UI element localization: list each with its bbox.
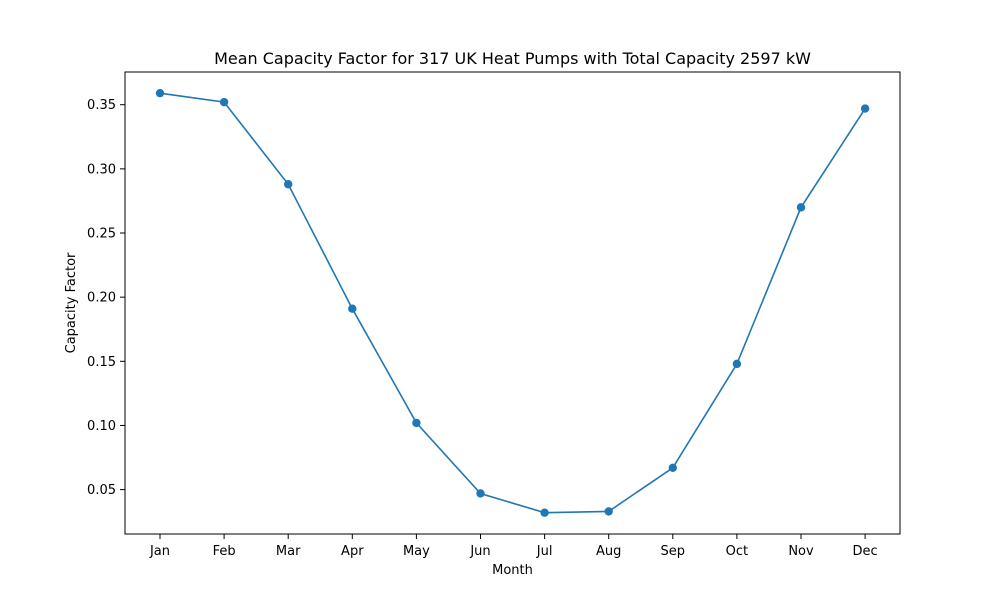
plot-area	[125, 72, 900, 534]
data-point-jun	[476, 489, 485, 498]
y-tick-label: 0.30	[87, 162, 116, 177]
data-point-jan	[155, 88, 165, 98]
x-tick-label: Nov	[788, 544, 814, 559]
plot-frame	[124, 71, 901, 535]
data-point-nov	[796, 203, 806, 212]
y-tick-label: 0.10	[87, 419, 116, 434]
data-point-may	[412, 418, 421, 428]
x-tick-label: Aug	[596, 544, 621, 559]
y-axis-label: Capacity Factor	[64, 252, 79, 353]
x-axis-label: Month	[492, 563, 533, 578]
data-point-dec	[860, 104, 870, 113]
x-tick-label: Sep	[661, 544, 686, 559]
x-tick-label: Apr	[341, 544, 364, 559]
y-axis-ticks: 0.05 0.10 0.15 0.20 0.25 0.30 0.35	[87, 98, 125, 498]
x-tick-label: Jan	[149, 544, 170, 559]
x-tick-label: Jun	[469, 544, 490, 559]
series-line	[159, 92, 866, 514]
data-point-feb	[219, 97, 229, 107]
x-tick-label: May	[403, 544, 430, 559]
chart-title: Mean Capacity Factor for 317 UK Heat Pum…	[214, 49, 811, 68]
data-point-apr	[348, 304, 357, 313]
y-tick-label: 0.05	[87, 483, 116, 498]
y-tick-label: 0.35	[87, 98, 116, 113]
y-tick-label: 0.25	[87, 227, 116, 242]
x-tick-label: Feb	[213, 544, 236, 559]
data-point-sep	[668, 463, 677, 472]
x-axis-ticks: Jan Feb Mar Apr May Jun Jul Aug Sep Oct Nov Dec	[149, 534, 878, 559]
y-tick-label: 0.20	[87, 291, 116, 306]
x-tick-label: Dec	[853, 544, 878, 559]
data-point-jul	[540, 508, 549, 517]
x-tick-label: Oct	[726, 544, 748, 559]
y-tick-label: 0.15	[87, 355, 116, 370]
data-point-aug	[604, 507, 613, 516]
data-point-oct	[732, 359, 742, 369]
series-markers	[155, 88, 870, 517]
data-point-mar	[284, 180, 293, 189]
x-tick-label: Mar	[276, 544, 301, 559]
x-tick-label: Jul	[536, 544, 553, 559]
